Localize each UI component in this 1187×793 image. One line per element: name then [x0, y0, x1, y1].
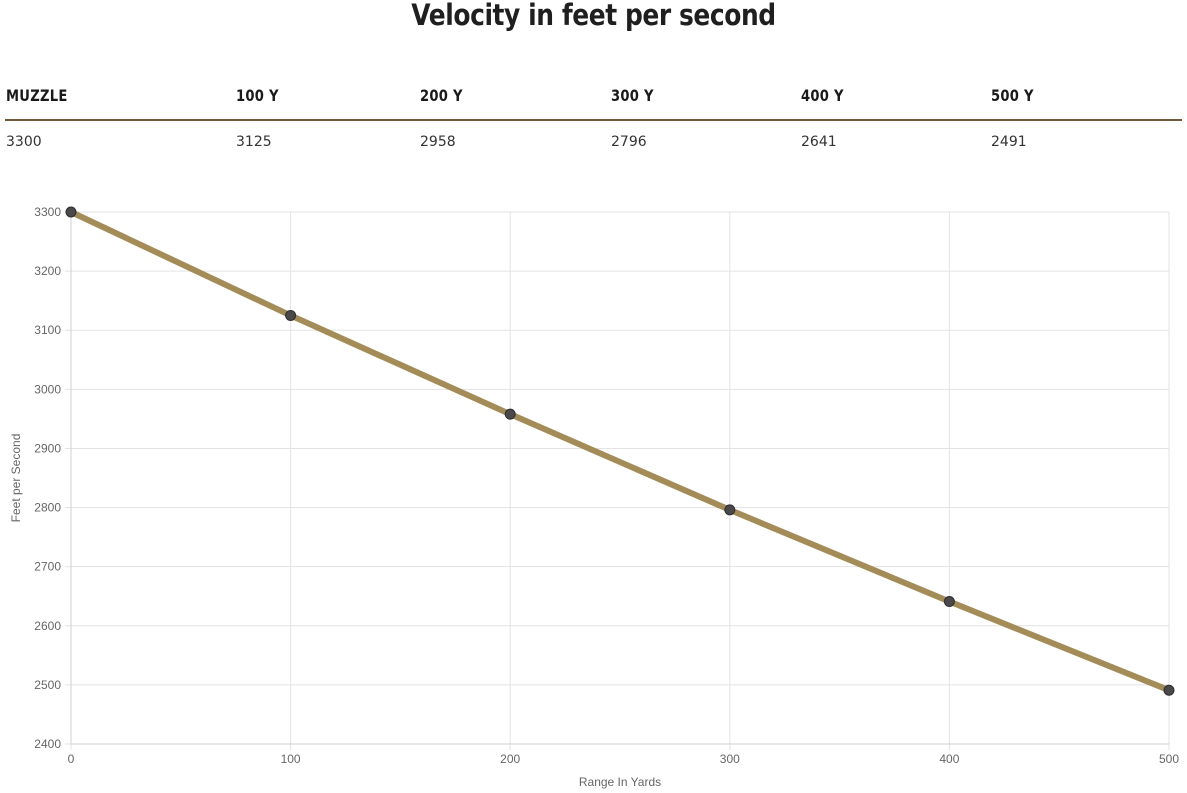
x-tick-label: 500 [1159, 752, 1179, 766]
table-cell-100y: 3125 [236, 134, 272, 150]
data-point [943, 596, 955, 608]
y-tick-label: 3000 [34, 382, 61, 396]
data-point [504, 408, 516, 420]
velocity-chart: 2400250026002700280029003000310032003300… [9, 205, 1179, 789]
table-cell-200y: 2958 [420, 134, 456, 150]
table-header-300y: 300 Y [611, 86, 654, 105]
velocity-line [68, 209, 1172, 694]
x-tick-label: 200 [500, 752, 520, 766]
data-point [285, 309, 297, 321]
y-tick-label: 2800 [34, 501, 61, 515]
x-axis-label: Range In Yards [579, 775, 661, 789]
data-point [65, 206, 77, 218]
y-axis-label: Feet per Second [9, 434, 23, 523]
table-header-400y: 400 Y [801, 86, 844, 105]
y-tick-label: 2700 [34, 560, 61, 574]
table-cell-muzzle: 3300 [6, 134, 42, 150]
velocity-table: MUZZLE 100 Y 200 Y 300 Y 400 Y 500 Y 330… [0, 80, 1187, 160]
table-cell-400y: 2641 [801, 134, 837, 150]
y-tick-label: 3300 [34, 205, 61, 219]
x-tick-label: 400 [939, 752, 959, 766]
x-tick-label: 0 [68, 752, 75, 766]
page-title: Velocity in feet per second [411, 0, 776, 32]
table-divider [5, 119, 1182, 121]
x-tick-label: 100 [281, 752, 301, 766]
table-cell-500y: 2491 [991, 134, 1027, 150]
data-point [724, 504, 736, 516]
y-tick-label: 2600 [34, 619, 61, 633]
table-header-100y: 100 Y [236, 86, 279, 105]
y-tick-label: 3100 [34, 323, 61, 337]
y-tick-label: 2900 [34, 441, 61, 455]
table-header-200y: 200 Y [420, 86, 463, 105]
table-header-500y: 500 Y [991, 86, 1034, 105]
table-header-muzzle: MUZZLE [6, 86, 68, 105]
y-tick-label: 2400 [34, 737, 61, 751]
x-tick-label: 300 [720, 752, 740, 766]
table-cell-300y: 2796 [611, 134, 647, 150]
y-tick-label: 2500 [34, 678, 61, 692]
data-point [1163, 684, 1175, 696]
y-tick-label: 3200 [34, 264, 61, 278]
